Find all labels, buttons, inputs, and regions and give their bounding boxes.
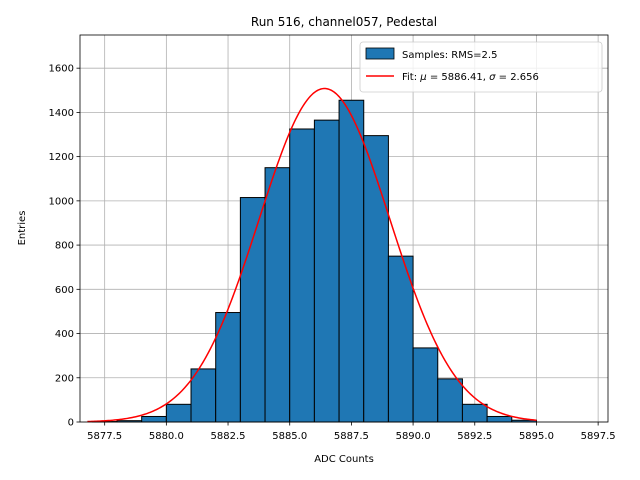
x-tick-label: 5895.0: [519, 431, 554, 442]
y-tick-label: 1000: [49, 196, 74, 207]
histogram-bars: [91, 99, 537, 423]
x-axis: 5877.5 5880.0 5882.5 5885.0 5887.5 5890.0 5892…: [87, 422, 616, 442]
legend: Samples: RMS=2.5 Fit: μ = 5886.41, σ = 2…: [359, 41, 603, 93]
histogram-bar: [264, 167, 291, 423]
histogram-bar: [289, 128, 315, 423]
plot-frame: [79, 34, 609, 423]
histogram-bar: [141, 415, 167, 423]
x-axis-label: ADC Counts: [314, 454, 374, 465]
y-axis-label: Entries: [17, 211, 28, 246]
histogram-bar: [239, 197, 266, 423]
histogram-bar: [387, 255, 414, 423]
x-tick-label: 5885.0: [272, 431, 307, 442]
histogram-bar: [165, 403, 192, 423]
x-tick-label: 5897.5: [581, 431, 616, 442]
legend-swatch-samples: [365, 47, 395, 60]
legend-label-samples: Samples: RMS=2.5: [402, 50, 497, 61]
x-tick-label: 5882.5: [211, 431, 246, 442]
histogram-bar: [437, 378, 463, 423]
x-tick-label: 5877.5: [87, 431, 122, 442]
y-tick-label: 1400: [49, 108, 74, 119]
histogram-bar: [461, 403, 488, 423]
y-tick-label: 800: [55, 241, 74, 252]
y-tick-label: 400: [55, 329, 74, 340]
legend-box: [359, 41, 603, 93]
fit-curve: [87, 87, 537, 423]
legend-label-fit: Fit: μ = 5886.41, σ = 2.656: [402, 72, 539, 83]
y-tick-label: 1600: [49, 64, 74, 75]
histogram-bar: [338, 99, 365, 423]
histogram-bar: [190, 368, 217, 423]
y-tick-label: 0: [68, 418, 74, 429]
x-tick-label: 5892.5: [457, 431, 492, 442]
x-tick-label: 5880.0: [149, 431, 184, 442]
x-tick-label: 5890.0: [396, 431, 431, 442]
chart-title: Run 516, channel057, Pedestal: [251, 15, 437, 29]
histogram-bar: [363, 135, 389, 423]
y-tick-label: 600: [55, 285, 74, 296]
y-tick-label: 1200: [49, 152, 74, 163]
histogram-bar: [486, 415, 513, 423]
histogram-bar: [313, 119, 340, 423]
y-axis: 0 200 400 600 800 1000 1200 1400 1600: [49, 64, 80, 429]
x-tick-label: 5887.5: [334, 431, 369, 442]
y-tick-label: 200: [55, 373, 74, 384]
histogram-bar: [412, 347, 439, 423]
